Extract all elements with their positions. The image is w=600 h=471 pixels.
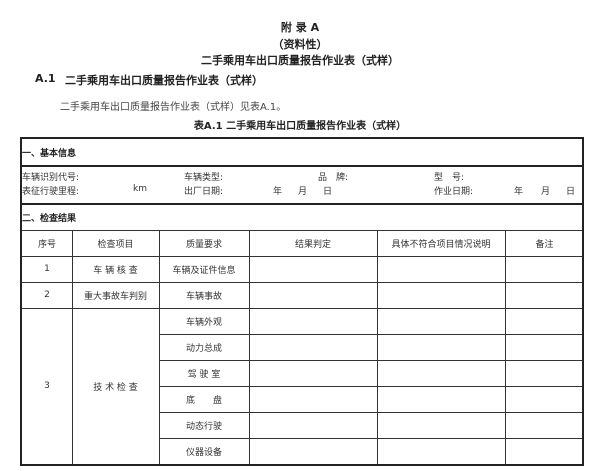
section-title: 二手乘用车出口质量报告作业表（式样） xyxy=(65,74,263,87)
row-number: 3 xyxy=(44,381,50,391)
inspection-item: 重大事故车判别 xyxy=(83,291,147,302)
inspection-item: 技 术 检 查 xyxy=(93,382,138,393)
vehicle-type-label: 车辆类型: xyxy=(184,173,224,183)
mfg-month: 月 xyxy=(298,187,308,197)
work-day: 日 xyxy=(566,187,576,197)
appendix-title: 附 录 A xyxy=(280,21,320,34)
row-number: 2 xyxy=(44,290,50,300)
table-caption: 表A.1 二手乘用车出口质量报告作业表（式样） xyxy=(193,121,407,132)
remarks-cell[interactable] xyxy=(505,282,584,308)
result-cell[interactable] xyxy=(249,386,377,412)
work-month: 月 xyxy=(541,187,551,197)
result-cell[interactable] xyxy=(249,334,377,360)
mileage-label: 表征行驶里程: xyxy=(22,187,80,197)
results-title: 二、检查结果 xyxy=(22,214,77,224)
remarks-cell[interactable] xyxy=(505,412,584,438)
work-year: 年 xyxy=(514,187,524,197)
brand-label: 品 牌: xyxy=(318,173,349,183)
result-cell[interactable] xyxy=(249,282,377,308)
column-header-remarks: 备注 xyxy=(535,239,554,250)
model-label: 型 号: xyxy=(434,173,465,183)
column-header-nonconformity: 具体不符合项目情况说明 xyxy=(391,239,491,250)
result-cell[interactable] xyxy=(249,360,377,386)
nonconformity-cell[interactable] xyxy=(377,360,505,386)
nonconformity-cell[interactable] xyxy=(377,256,505,282)
remarks-cell[interactable] xyxy=(505,334,584,360)
inspection-item: 车 辆 核 查 xyxy=(93,265,138,276)
column-header-requirement: 质量要求 xyxy=(185,239,222,250)
mileage-unit: km xyxy=(133,184,147,194)
quality-requirement: 车辆及证件信息 xyxy=(172,265,236,276)
column-header-result: 结果判定 xyxy=(294,239,331,250)
remarks-cell[interactable] xyxy=(505,308,584,334)
nonconformity-cell[interactable] xyxy=(377,308,505,334)
result-cell[interactable] xyxy=(249,438,377,464)
report-table: 一、基本信息 车辆识别代号: 车辆类型: 品 牌: 型 号: 表征行驶里程: k… xyxy=(20,137,584,466)
result-cell[interactable] xyxy=(249,256,377,282)
quality-requirement: 动态行驶 xyxy=(185,421,222,432)
mfg-year: 年 xyxy=(273,187,283,197)
row-number: 1 xyxy=(44,264,50,274)
quality-requirement: 底 盘 xyxy=(185,395,222,406)
result-cell[interactable] xyxy=(249,308,377,334)
quality-requirement: 仪器设备 xyxy=(185,447,222,458)
appendix-subtitle: 二手乘用车出口质量报告作业表（式样） xyxy=(201,54,399,67)
quality-requirement: 车辆事故 xyxy=(185,291,222,302)
section-number: A.1 xyxy=(35,72,56,85)
remarks-cell[interactable] xyxy=(505,438,584,464)
nonconformity-cell[interactable] xyxy=(377,412,505,438)
remarks-cell[interactable] xyxy=(505,386,584,412)
mfg-date-label: 出厂日期: xyxy=(184,187,224,197)
remarks-cell[interactable] xyxy=(505,256,584,282)
quality-requirement: 动力总成 xyxy=(185,343,222,354)
quality-requirement: 车辆外观 xyxy=(185,317,222,328)
basic-info-title: 一、基本信息 xyxy=(22,149,77,159)
mfg-day: 日 xyxy=(323,187,333,197)
column-header-item: 检查项目 xyxy=(97,239,134,250)
result-cell[interactable] xyxy=(249,412,377,438)
nonconformity-cell[interactable] xyxy=(377,386,505,412)
remarks-cell[interactable] xyxy=(505,360,584,386)
appendix-nature: （资料性） xyxy=(272,38,328,51)
vin-label: 车辆识别代号: xyxy=(22,173,80,183)
quality-requirement: 驾 驶 室 xyxy=(187,369,221,380)
work-date-label: 作业日期: xyxy=(434,187,474,197)
nonconformity-cell[interactable] xyxy=(377,282,505,308)
nonconformity-cell[interactable] xyxy=(377,438,505,464)
section-paragraph: 二手乘用车出口质量报告作业表（式样）见表A.1。 xyxy=(60,102,287,113)
nonconformity-cell[interactable] xyxy=(377,334,505,360)
column-header-no: 序号 xyxy=(37,239,56,250)
